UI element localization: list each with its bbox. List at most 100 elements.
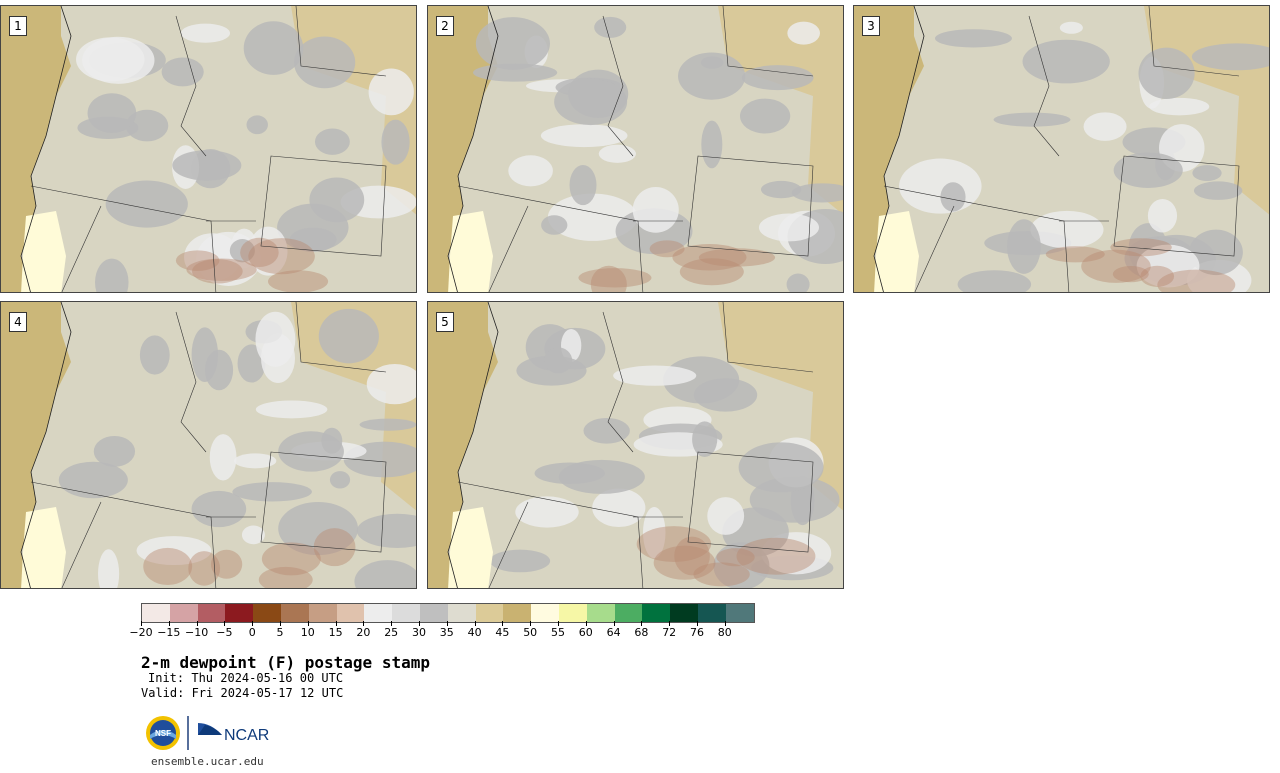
colorbar-tick-label: 60 xyxy=(578,626,593,639)
field-blob xyxy=(993,112,1071,127)
colorbar-swatch xyxy=(670,604,698,622)
field-blob xyxy=(692,421,718,458)
warm-blob xyxy=(674,536,710,576)
state-border xyxy=(1113,155,1240,257)
field-blob xyxy=(473,63,558,82)
colorbar-tick-label: 45 xyxy=(495,626,510,639)
panel-number-5: 5 xyxy=(436,312,454,332)
warm-blob xyxy=(679,258,744,286)
panel-number-4: 4 xyxy=(9,312,27,332)
map-panel-3: 3 xyxy=(853,5,1270,293)
field-blob xyxy=(1007,219,1041,274)
field-blob xyxy=(314,128,350,155)
colorbar-swatch xyxy=(642,604,671,622)
colorbar-tick-mark xyxy=(724,621,726,626)
state-border xyxy=(914,205,955,292)
colorbar-tick-label: 55 xyxy=(551,626,565,639)
colorbar-tick-mark xyxy=(502,621,504,626)
warm-blob xyxy=(1081,249,1151,283)
field-blob xyxy=(515,496,579,528)
colorbar-tick-mark xyxy=(697,621,698,626)
colorbar-swatch xyxy=(419,604,448,622)
valley-area xyxy=(874,211,919,292)
field-blob xyxy=(632,186,679,233)
site-url: ensemble.ucar.edu xyxy=(151,755,264,768)
tan-region xyxy=(718,6,843,215)
warm-blob xyxy=(143,547,193,586)
colorbar-tick-label: 20 xyxy=(356,626,371,639)
map-panel-1: 1 xyxy=(0,5,417,293)
colorbar-tick-label: 64 xyxy=(606,626,621,639)
field-blob xyxy=(356,513,416,548)
colorbar-swatch xyxy=(169,604,198,622)
field-blob xyxy=(209,434,237,481)
field-blob xyxy=(278,502,359,556)
state-border xyxy=(260,155,387,257)
colorbar-tick-label: 30 xyxy=(412,626,426,639)
state-border xyxy=(687,155,814,257)
field-blob xyxy=(1022,39,1110,84)
colorbar-tick-label: 25 xyxy=(384,626,399,639)
colorbar-tick-mark xyxy=(280,621,281,626)
warm-blob xyxy=(258,566,313,588)
field-blob xyxy=(540,124,628,148)
map-panel-4: 4 xyxy=(0,301,417,589)
valley-area xyxy=(448,507,493,588)
field-blob xyxy=(243,21,304,75)
colorbar-swatch xyxy=(697,604,726,622)
field-blob xyxy=(318,308,379,364)
colorbar-tick-label: 0 xyxy=(248,626,256,639)
colorbar-swatch xyxy=(142,604,170,622)
coastline xyxy=(873,6,925,292)
colorbar-tick-mark xyxy=(335,621,337,626)
field-blob xyxy=(233,453,277,469)
field-blob xyxy=(741,65,814,91)
colorbar-swatch xyxy=(586,604,615,622)
warm-blob xyxy=(693,562,750,587)
state-border xyxy=(722,6,814,77)
state-border xyxy=(602,311,634,453)
field-blob xyxy=(707,497,745,535)
field-blob xyxy=(594,16,627,38)
warm-blob xyxy=(698,248,776,267)
colorbar-tick-label: −10 xyxy=(184,626,209,639)
colorbar xyxy=(141,603,755,623)
field-blob xyxy=(547,193,638,241)
colorbar-tick-label: 35 xyxy=(439,626,454,639)
warm-blob xyxy=(653,545,716,580)
colorbar-tick-mark xyxy=(446,621,448,626)
warm-blob xyxy=(188,551,221,586)
map-panel-2: 2 xyxy=(427,5,844,293)
colorbar-tick-mark xyxy=(558,621,559,626)
colorbar-tick-label: −5 xyxy=(216,626,233,639)
coastline xyxy=(20,302,72,588)
field-blob xyxy=(739,98,791,134)
warm-blob xyxy=(261,542,321,576)
colorbar-tick-mark xyxy=(669,621,671,626)
colorbar-tick-mark xyxy=(307,621,309,626)
colorbar-tick-label: 50 xyxy=(523,626,538,639)
field-blob xyxy=(87,93,137,134)
colorbar-swatch xyxy=(531,604,559,622)
field-blob xyxy=(95,258,129,292)
valid-time: Valid: Fri 2024-05-17 12 UTC xyxy=(141,686,344,700)
nsf-logo-text: NSF xyxy=(155,729,171,738)
colorbar-tick-label: 72 xyxy=(662,626,677,639)
colorbar-tick-label: 15 xyxy=(328,626,343,639)
colorbar-tick-label: 80 xyxy=(717,626,732,639)
warm-blob xyxy=(1157,269,1236,292)
field-blob xyxy=(1193,181,1243,200)
field-blob xyxy=(105,180,188,228)
state-border xyxy=(687,451,814,553)
panel-number-2: 2 xyxy=(436,16,454,36)
field-blob xyxy=(368,68,414,116)
field-blob xyxy=(136,536,212,566)
field-blob xyxy=(139,335,170,375)
field-blob xyxy=(544,347,573,374)
coastline xyxy=(20,6,72,292)
colorbar-tick-mark xyxy=(141,621,142,626)
field-blob xyxy=(613,365,697,386)
colorbar-tick-mark xyxy=(585,621,587,626)
field-blob xyxy=(592,488,646,528)
colorbar-tick-mark xyxy=(391,621,393,626)
